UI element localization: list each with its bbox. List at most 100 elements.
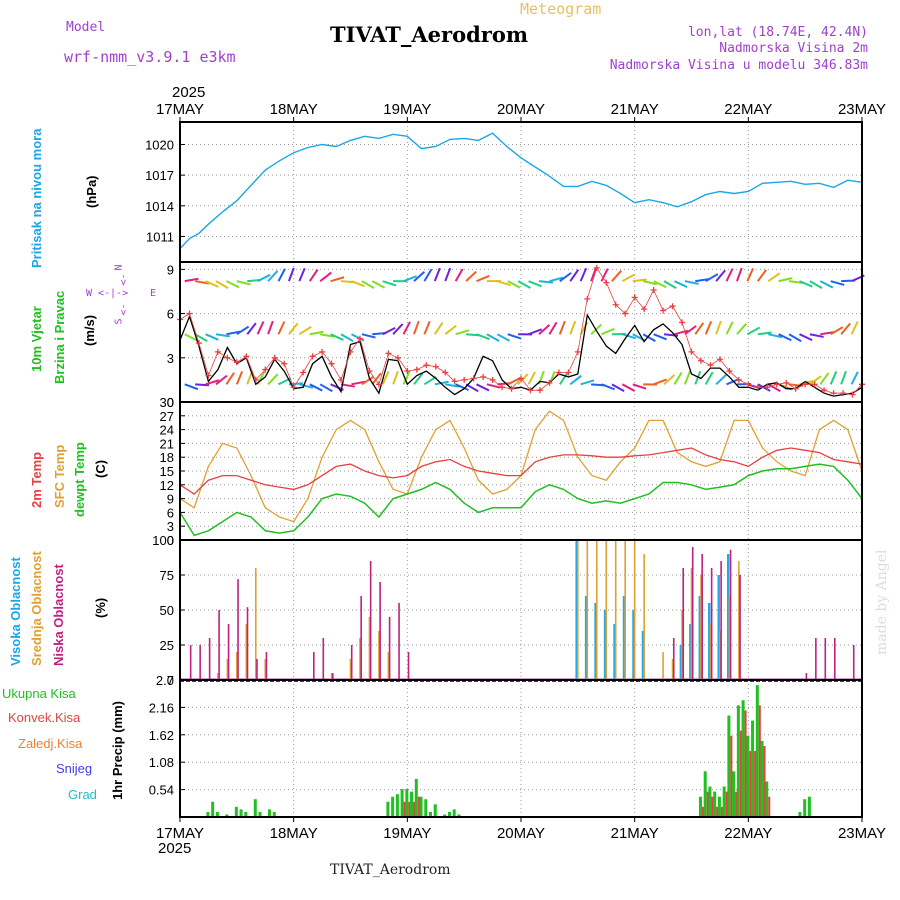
convective-bar xyxy=(711,796,714,817)
y-tick-label: 12 xyxy=(160,478,174,493)
precip-bar xyxy=(395,794,399,817)
gust-marker xyxy=(319,348,326,355)
gust-marker xyxy=(366,368,373,375)
x-tick-label-top: 23MAY xyxy=(838,101,886,118)
wind-arrow xyxy=(184,277,199,283)
wind-arrow xyxy=(465,333,481,337)
y-tick-label: 9 xyxy=(167,492,174,507)
wind-arrow xyxy=(287,267,295,282)
wind-arrow xyxy=(611,383,625,393)
precip-bar xyxy=(443,814,447,817)
precip-bar xyxy=(798,811,802,817)
gust-marker xyxy=(849,391,856,398)
wind-arrow xyxy=(527,371,536,385)
precip-bar xyxy=(717,796,721,817)
gust-marker xyxy=(764,384,771,391)
convective-bar xyxy=(739,730,742,817)
wind-arrow xyxy=(413,372,424,385)
wind-arrow xyxy=(820,331,835,336)
precip-bar xyxy=(751,720,755,817)
wind-arrow xyxy=(298,267,306,282)
y-tick-label: 15 xyxy=(160,464,174,479)
precip-bar xyxy=(698,796,702,817)
wind-arrow xyxy=(433,267,441,282)
legend-snow: Snijeg xyxy=(56,761,93,776)
wind-arrow xyxy=(402,371,411,385)
wind-arrow xyxy=(215,333,230,338)
wind-arrow xyxy=(715,320,722,335)
precip-bar xyxy=(746,735,750,817)
wind-arrow xyxy=(340,383,356,388)
wind-arrow xyxy=(382,327,396,336)
convective-bar xyxy=(744,710,747,817)
compass-e: E xyxy=(150,288,157,299)
gust-marker xyxy=(423,362,430,369)
y-tick-label: 2.16 xyxy=(149,700,174,715)
precip-bar xyxy=(433,804,437,817)
wind-arrow xyxy=(768,333,783,339)
wind-arrow xyxy=(496,333,511,342)
wind-arrow xyxy=(715,373,727,386)
gust-marker xyxy=(584,295,591,302)
wind-arrow xyxy=(486,333,500,342)
y-tick-label: 0.54 xyxy=(149,783,174,798)
wind-arrow xyxy=(778,277,793,283)
precip-bar xyxy=(239,809,243,817)
wind-arrow xyxy=(840,322,851,335)
gust-marker xyxy=(555,369,562,376)
gust-marker xyxy=(603,279,610,286)
wind-arrow xyxy=(445,383,460,388)
panel-frame xyxy=(179,121,863,263)
precip-bar xyxy=(386,801,390,817)
gust-marker xyxy=(840,390,847,397)
precip-bar xyxy=(803,799,807,817)
temp-unit: (C) xyxy=(93,459,108,478)
wind-arrow xyxy=(194,280,210,285)
wind-arrow xyxy=(184,383,199,391)
dewpt-line xyxy=(179,463,863,537)
gust-marker xyxy=(527,387,534,394)
wind-arrow xyxy=(205,379,220,386)
wind-arrow xyxy=(444,267,452,282)
precip-bar xyxy=(452,809,456,817)
gust-marker xyxy=(716,356,723,363)
wind-arrow xyxy=(653,333,667,341)
wind-arrow xyxy=(288,322,299,335)
model-label: Model xyxy=(66,20,106,35)
x-tick-label-top: 18MAY xyxy=(270,101,318,118)
gust-marker xyxy=(300,369,307,376)
gust-marker xyxy=(546,379,553,386)
convective-bar xyxy=(768,796,771,817)
wind-arrow xyxy=(819,372,830,385)
pressure-line xyxy=(179,132,863,250)
wind-arrow xyxy=(778,383,793,391)
gust-marker xyxy=(754,384,761,391)
wind-arrow xyxy=(320,333,335,338)
precip-bar xyxy=(258,811,262,817)
convective-bar xyxy=(716,806,719,817)
wind-arrow xyxy=(590,267,597,282)
y-tick-label: 30 xyxy=(160,395,174,410)
gust-marker xyxy=(480,373,487,380)
wind-arrow xyxy=(455,329,470,336)
year-bottom: 2025 xyxy=(158,840,192,857)
wind-arrow xyxy=(423,268,433,282)
pressure-unit: (hPa) xyxy=(84,175,99,209)
wind-arrow xyxy=(455,383,469,391)
gust-marker xyxy=(707,362,714,369)
gust-marker xyxy=(773,381,780,388)
gust-marker xyxy=(271,354,278,361)
gust-marker xyxy=(290,384,297,391)
wind-arrow xyxy=(246,322,257,335)
gust-marker xyxy=(489,376,496,383)
gust-marker xyxy=(859,381,865,388)
wind-arrow xyxy=(330,276,345,283)
y-tick-label: 50 xyxy=(160,603,174,618)
wind-arrow xyxy=(434,380,449,386)
wind-arrow xyxy=(340,333,354,343)
wind-arrow xyxy=(653,280,667,289)
precip-bar xyxy=(807,796,811,817)
gust-marker xyxy=(328,360,335,367)
gust-line xyxy=(179,266,863,396)
y-tick-label: 1014 xyxy=(145,199,174,214)
